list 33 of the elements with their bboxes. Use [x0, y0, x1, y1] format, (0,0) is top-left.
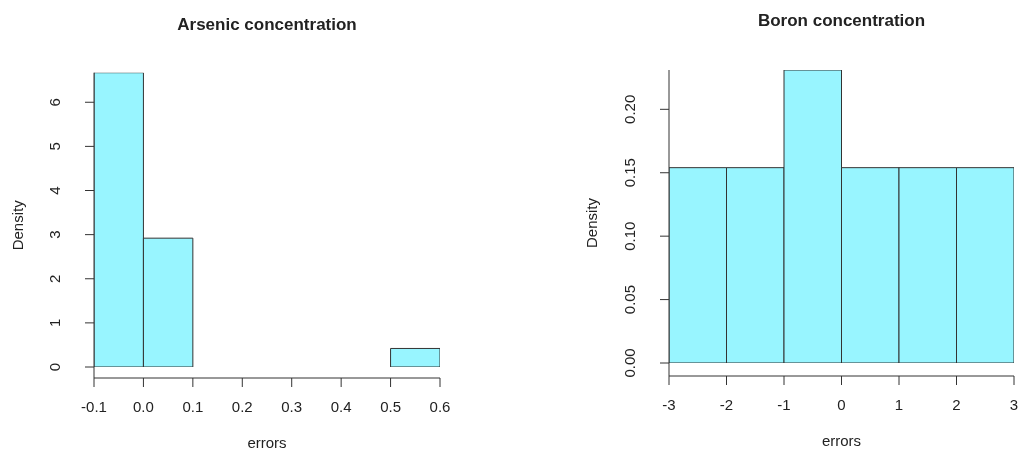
x-tick-label: -2	[719, 395, 734, 413]
x-tick-label: -3	[662, 395, 676, 413]
x-tick-label: 0.5	[380, 397, 401, 415]
x-axis-title: errors	[821, 432, 862, 449]
x-tick-label: 0	[837, 395, 846, 413]
x-tick-label: 0.4	[330, 397, 352, 415]
y-tick-label: 0.10	[621, 221, 638, 251]
y-tick-label: 0	[46, 362, 63, 372]
y-axis-title: Density	[583, 197, 600, 249]
x-tick-label: 0.3	[281, 397, 303, 415]
y-tick-label: 0.15	[621, 158, 638, 188]
x-tick-label: 0.6	[429, 397, 451, 415]
x-tick-label: -0.1	[81, 397, 107, 415]
x-tick-label: 2	[952, 395, 961, 413]
x-tick-label: 0.1	[182, 397, 204, 415]
y-tick-label: 0.00	[621, 348, 638, 378]
x-tick-label: 0.2	[231, 397, 253, 415]
y-tick-label: 2	[46, 274, 63, 283]
y-tick-label: 5	[46, 142, 63, 151]
x-tick-label: 0.0	[133, 397, 154, 415]
x-axis-title: errors	[247, 434, 287, 451]
x-tick-label: 3	[1009, 395, 1018, 413]
chart-title: Arsenic concentration	[176, 14, 358, 34]
y-tick-label: 0.05	[621, 284, 638, 315]
y-axis-title: Density	[9, 199, 26, 251]
x-tick-label: -1	[777, 395, 791, 413]
y-tick-label: 1	[46, 318, 63, 328]
y-tick-label: 0.20	[621, 94, 638, 124]
chart-title: Boron concentration	[756, 10, 927, 30]
y-tick-label: 3	[46, 230, 63, 239]
y-tick-label: 4	[46, 186, 63, 195]
x-tick-label: 1	[894, 395, 904, 413]
y-tick-label: 6	[46, 98, 63, 107]
